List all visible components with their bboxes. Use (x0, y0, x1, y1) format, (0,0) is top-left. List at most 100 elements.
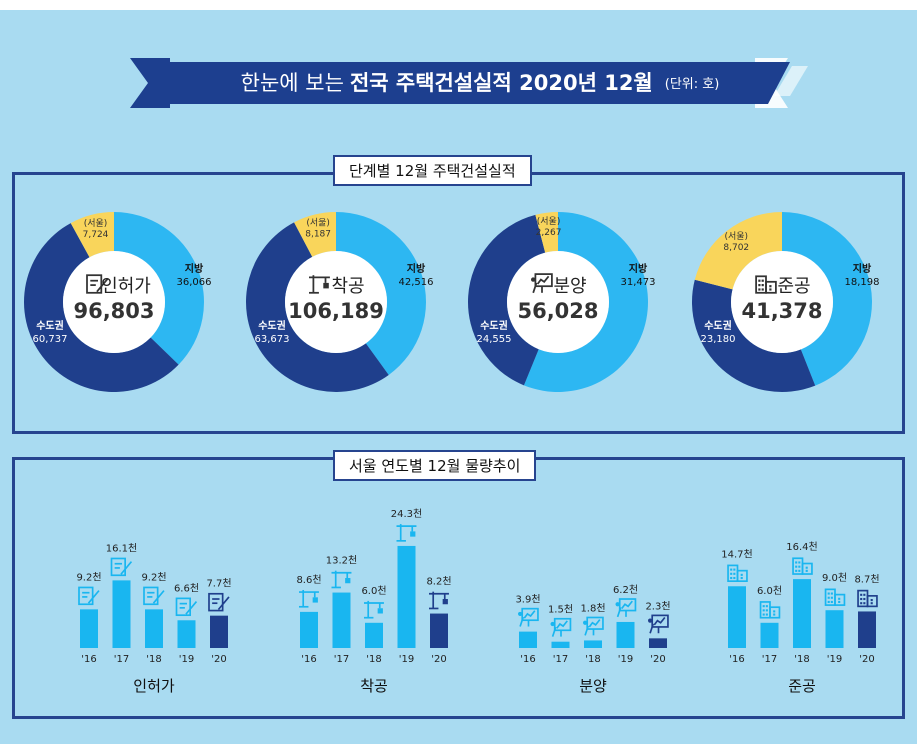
donut-3-total: 56,028 (517, 299, 598, 323)
bars-2-value-label-4: 24.3천 (391, 508, 422, 520)
bars-1-bar-2-permit-document-icon (110, 557, 133, 577)
donut-2-seoul-value: 8,187 (305, 230, 331, 240)
bars-1-tick-label-3: '18 (146, 654, 161, 665)
bars-2-tick-label-5: '20 (431, 654, 446, 665)
bars-2-tick-label-4: '19 (399, 654, 414, 665)
bars-1-tick-label-5: '20 (211, 654, 226, 665)
bars-3-bar-4 (616, 621, 635, 648)
bars-3-bar-1-presentation-board-icon (518, 607, 539, 627)
donut-4-regional-label: 지방 (853, 262, 872, 275)
bars-1-bar-4-permit-document-icon (175, 597, 198, 617)
bars-3-value-label-5: 2.3천 (645, 600, 670, 612)
bars-2-bar-3-crane-icon (364, 600, 384, 619)
donut-3-category-label: 분양 (553, 276, 586, 297)
bars-3-tick-label-3: '18 (585, 654, 600, 665)
donut-4-capital-value: 23,180 (701, 334, 736, 345)
bars-3-bar-3-presentation-board-icon (583, 616, 604, 636)
bars-2-bar-4-crane-icon (396, 524, 417, 542)
bars-3-tick-label-2: '17 (553, 654, 568, 665)
bars-3-bar-2 (551, 641, 570, 648)
donut-1-regional-label: 지방 (185, 262, 204, 275)
donut-panel-title: 단계별 12월 주택건설실적 (333, 155, 532, 186)
bars-1-bar-5 (210, 615, 228, 648)
donut-2-slice-seoul (294, 212, 336, 257)
page-title: 한눈에 보는 전국 주택건설실적 2020년 12월 (단위: 호) (160, 62, 800, 102)
bars-1-value-label-3: 9.2천 (141, 571, 166, 583)
donut-1-seoul-value: 7,724 (83, 230, 109, 240)
bars-3-bar-4-presentation-board-icon (615, 598, 637, 618)
bars-1-bar-5-permit-document-icon (208, 592, 230, 612)
bars-4-tick-label-4: '19 (827, 654, 842, 665)
donut-3-center (507, 251, 609, 353)
bars-4-bar-3 (793, 579, 811, 648)
donut-2-crane-icon (309, 275, 330, 294)
bars-1-category-label: 인허가 (133, 677, 175, 695)
bars-3-tick-label-1: '16 (520, 654, 535, 665)
bars-1-bar-1-permit-document-icon (78, 586, 100, 606)
donut-3-regional-value: 31,473 (621, 277, 656, 288)
bars-2-bar-5-crane-icon (429, 591, 449, 610)
bars-4-tick-label-1: '16 (729, 654, 744, 665)
donut-2-total: 106,189 (288, 299, 384, 323)
donut-2-capital-label: 수도권 (258, 320, 286, 332)
donut-1-slice-seoul (70, 212, 114, 258)
bars-3-bar-5 (649, 638, 667, 648)
bars-1-value-label-1: 9.2천 (76, 571, 101, 583)
bars-2-value-label-1: 8.6천 (296, 574, 321, 586)
donut-2-regional-value: 42,516 (399, 277, 434, 288)
bars-1-bar-4 (177, 620, 196, 648)
bars-3-bar-1 (519, 631, 537, 648)
donut-2-capital-value: 63,673 (255, 334, 290, 345)
donut-1-capital-label: 수도권 (36, 320, 64, 332)
bars-2-bar-5 (430, 613, 448, 648)
bars-1-value-label-2: 16.1천 (106, 542, 137, 554)
bars-1-tick-label-2: '17 (114, 654, 129, 665)
trend-panel-title: 서울 연도별 12월 물량추이 (333, 450, 537, 481)
donut-2-slice-capital (246, 222, 389, 392)
title-unit: (단위: 호) (664, 76, 720, 92)
donut-1-capital-value: 60,737 (33, 334, 68, 345)
donut-3-slice-seoul (535, 212, 558, 253)
bars-3-value-label-3: 1.8천 (580, 602, 605, 614)
donut-4-seoul-value: 8,702 (723, 243, 749, 253)
donut-4-slice-regional (782, 212, 873, 386)
donut-3-presentation-board-icon (531, 273, 553, 294)
bars-1-bar-2 (112, 580, 131, 648)
donut-3-seoul-value: 2,267 (536, 228, 562, 238)
bars-3-value-label-1: 3.9천 (515, 594, 540, 606)
donut-3-capital-label: 수도권 (480, 320, 508, 332)
donut-1-seoul-label: (서울) (84, 218, 108, 229)
bars-2-tick-label-1: '16 (301, 654, 316, 665)
bars-4-bar-1-building-icon (727, 564, 748, 583)
bars-3-bar-3 (584, 640, 602, 648)
donut-3-slice-regional (523, 212, 649, 392)
bars-1-value-label-4: 6.6천 (174, 582, 199, 594)
bars-4-category-label: 준공 (788, 677, 816, 695)
bars-4-tick-label-2: '17 (762, 654, 777, 665)
bars-4-value-label-3: 16.4천 (786, 541, 817, 553)
bars-2-value-label-3: 6.0천 (361, 585, 386, 597)
donut-3-seoul-label: (서울) (537, 216, 561, 227)
bars-4-value-label-1: 14.7천 (721, 548, 752, 560)
bars-4-bar-4 (825, 610, 844, 648)
bars-4-tick-label-3: '18 (794, 654, 809, 665)
title-banner (130, 58, 808, 108)
bars-3-value-label-2: 1.5천 (548, 604, 573, 616)
bars-1-bar-3 (145, 609, 163, 648)
donut-1-slice-regional (114, 212, 205, 365)
donut-1-total: 96,803 (73, 299, 154, 323)
bars-2-tick-label-3: '18 (366, 654, 381, 665)
donut-1-center (63, 251, 165, 353)
donut-1-category-label: 인허가 (101, 276, 151, 297)
bars-2-bar-3 (365, 622, 383, 648)
bars-4-value-label-2: 6.0천 (757, 585, 782, 597)
donut-3-regional-label: 지방 (629, 262, 648, 275)
bars-4-value-label-4: 9.0천 (822, 572, 847, 584)
donut-1-slice-capital (24, 223, 179, 392)
donut-4-building-icon (755, 275, 777, 294)
bars-1-bar-1 (80, 609, 98, 648)
donut-2-seoul-label: (서울) (306, 218, 330, 229)
donut-4-seoul-label: (서울) (724, 231, 748, 242)
donut-2-category-label: 착공 (331, 276, 364, 297)
